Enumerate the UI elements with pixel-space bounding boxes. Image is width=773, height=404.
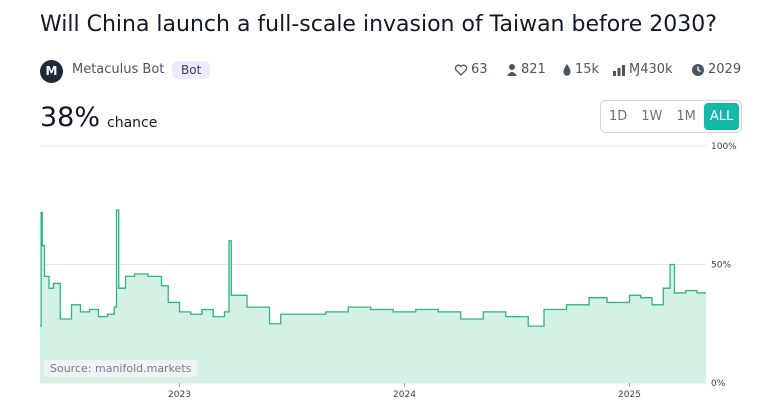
market-title: Will China launch a full-scale invasion … bbox=[40, 12, 717, 37]
range-button[interactable]: 1M bbox=[676, 109, 696, 124]
probability: 38% bbox=[40, 102, 101, 133]
avatar[interactable]: M bbox=[40, 60, 63, 83]
bot-badge: Bot bbox=[172, 61, 211, 79]
liquidity-count: 15k bbox=[575, 62, 600, 77]
range-button[interactable]: ALL bbox=[703, 103, 740, 130]
y-tick-label: 100% bbox=[711, 142, 737, 152]
x-tick-label: 2025 bbox=[618, 390, 641, 400]
range-button[interactable]: 1D bbox=[609, 109, 628, 124]
area bbox=[40, 209, 706, 383]
author[interactable]: Metaculus Bot bbox=[72, 62, 165, 77]
y-tick-label: 50% bbox=[711, 261, 731, 271]
x-tick-label: 2024 bbox=[393, 390, 416, 400]
traders: 821 bbox=[506, 62, 546, 77]
traders-count: 821 bbox=[521, 62, 546, 77]
line bbox=[40, 209, 706, 327]
close-year: 2029 bbox=[708, 62, 742, 77]
liquidity: 15k bbox=[562, 62, 599, 77]
range-button[interactable]: 1W bbox=[641, 109, 663, 124]
volume-count: Ɱ430k bbox=[629, 62, 673, 77]
volume: Ɱ430k bbox=[612, 62, 673, 77]
y-tick-label: 0% bbox=[711, 379, 726, 389]
x-tick-label: 2023 bbox=[168, 390, 191, 400]
source: Source: manifold.markets bbox=[44, 360, 198, 377]
likes[interactable]: 63 bbox=[454, 62, 488, 77]
likes-count: 63 bbox=[471, 62, 488, 77]
close-date: 2029 bbox=[691, 62, 741, 77]
range-selector: 1D 1W 1M ALL bbox=[600, 100, 743, 133]
probability-label: chance bbox=[107, 115, 158, 131]
